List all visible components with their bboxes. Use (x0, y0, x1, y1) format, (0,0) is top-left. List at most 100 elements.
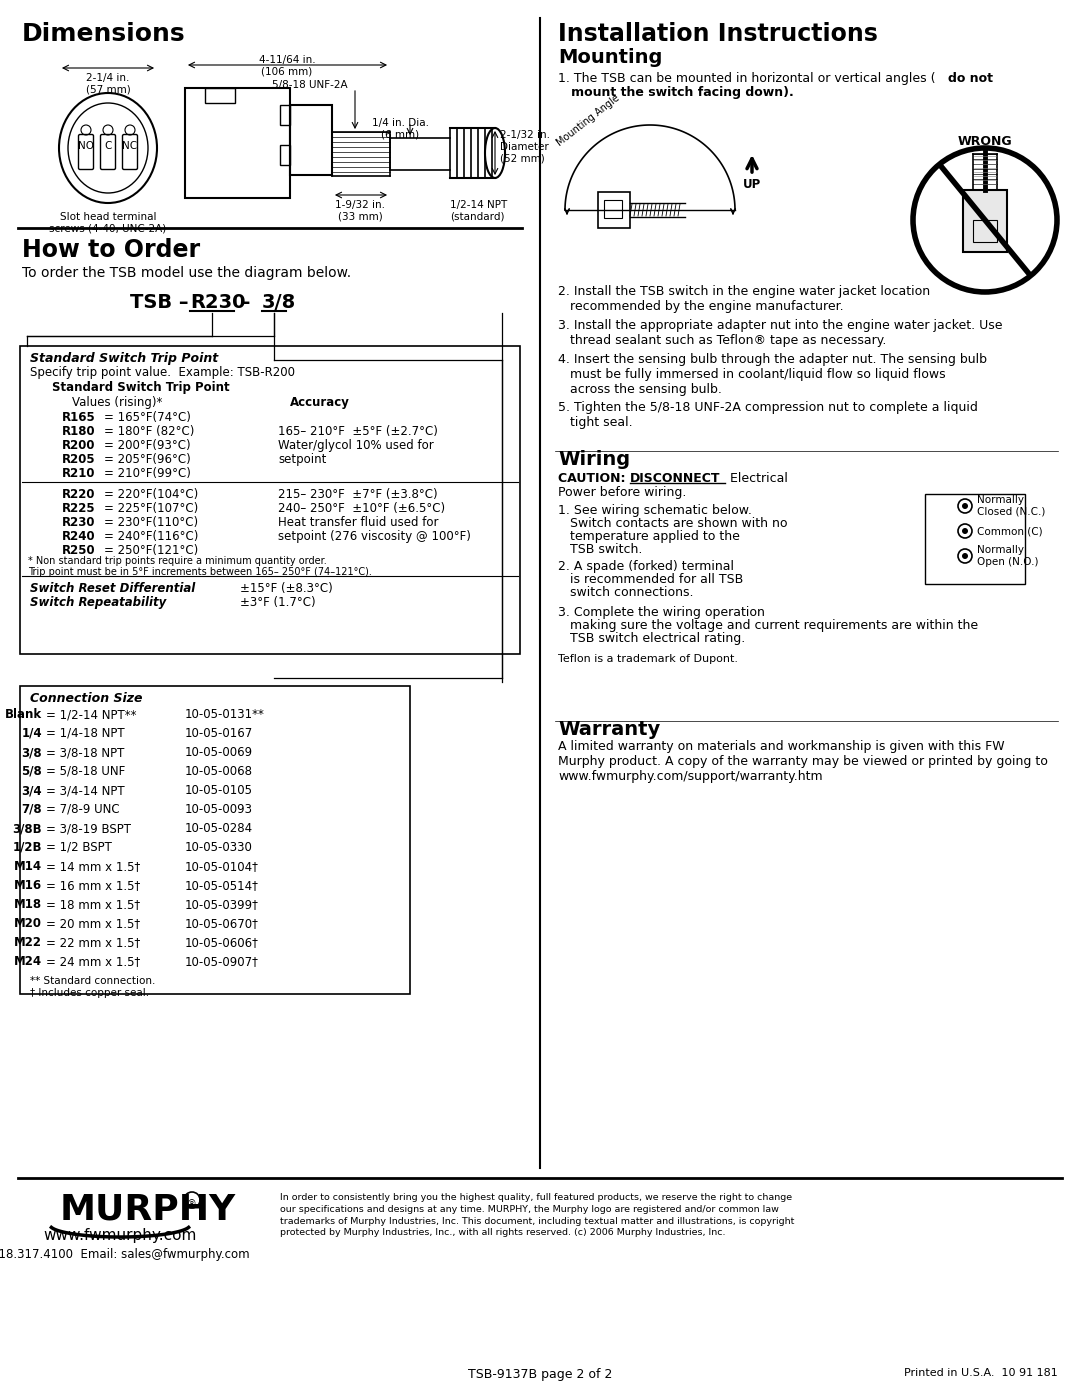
Text: 10-05-0104†: 10-05-0104† (185, 861, 259, 873)
Text: CAUTION:: CAUTION: (558, 472, 630, 485)
Text: 240– 250°F  ±10°F (±6.5°C): 240– 250°F ±10°F (±6.5°C) (278, 502, 445, 515)
Text: = 180°F (82°C): = 180°F (82°C) (104, 425, 194, 439)
Text: C: C (105, 141, 111, 151)
Text: 2-1/32 in.
Diameter
(52 mm): 2-1/32 in. Diameter (52 mm) (500, 130, 550, 163)
Text: In order to consistently bring you the highest quality, full featured products, : In order to consistently bring you the h… (280, 1193, 795, 1238)
Text: 215– 230°F  ±7°F (±3.8°C): 215– 230°F ±7°F (±3.8°C) (278, 488, 437, 502)
Text: TSB –: TSB – (130, 293, 195, 312)
Text: 4. Insert the sensing bulb through the adapter nut. The sensing bulb
   must be : 4. Insert the sensing bulb through the a… (558, 353, 987, 395)
Text: 1/2B: 1/2B (13, 841, 42, 854)
Text: 10-05-0105: 10-05-0105 (185, 784, 253, 798)
Text: 1/4: 1/4 (22, 726, 42, 740)
Text: 10-05-0284: 10-05-0284 (185, 821, 253, 835)
Text: UP: UP (743, 177, 761, 191)
Text: Printed in U.S.A.  10 91 181: Printed in U.S.A. 10 91 181 (904, 1368, 1058, 1377)
Text: = 3/8-18 NPT: = 3/8-18 NPT (46, 746, 124, 759)
Circle shape (962, 503, 968, 509)
Text: R240: R240 (62, 529, 96, 543)
Text: R220: R220 (62, 488, 95, 502)
Text: 10-05-0670†: 10-05-0670† (185, 916, 259, 930)
Text: Switch contacts are shown with no: Switch contacts are shown with no (570, 517, 787, 529)
Circle shape (958, 524, 972, 538)
Text: TSB switch electrical rating.: TSB switch electrical rating. (570, 631, 745, 645)
Text: Specify trip point value.  Example: TSB-R200: Specify trip point value. Example: TSB-R… (30, 366, 295, 379)
Text: 10-05-0606†: 10-05-0606† (185, 936, 259, 949)
Text: = 14 mm x 1.5†: = 14 mm x 1.5† (46, 861, 140, 873)
Text: 5. Tighten the 5/8-18 UNF-2A compression nut to complete a liquid
   tight seal.: 5. Tighten the 5/8-18 UNF-2A compression… (558, 401, 977, 429)
Text: = 7/8-9 UNC: = 7/8-9 UNC (46, 803, 120, 816)
Text: is recommended for all TSB: is recommended for all TSB (570, 573, 743, 585)
Text: 10-05-0399†: 10-05-0399† (185, 898, 259, 911)
Text: R225: R225 (62, 502, 96, 515)
Circle shape (962, 553, 968, 559)
Text: 1. The TSB can be mounted in horizontal or vertical angles (: 1. The TSB can be mounted in horizontal … (558, 73, 935, 85)
Text: R165: R165 (62, 411, 96, 425)
Text: 165– 210°F  ±5°F (±2.7°C): 165– 210°F ±5°F (±2.7°C) (278, 425, 437, 439)
Text: To order the TSB model use the diagram below.: To order the TSB model use the diagram b… (22, 265, 351, 279)
Text: = 16 mm x 1.5†: = 16 mm x 1.5† (46, 879, 140, 893)
Text: M22: M22 (14, 936, 42, 949)
Text: 1. See wiring schematic below.: 1. See wiring schematic below. (558, 504, 752, 517)
Text: 2. Install the TSB switch in the engine water jacket location
   recommended by : 2. Install the TSB switch in the engine … (558, 285, 930, 313)
Text: setpoint: setpoint (278, 453, 326, 467)
Text: = 230°F(110°C): = 230°F(110°C) (104, 515, 198, 529)
Circle shape (958, 499, 972, 513)
Bar (963, 190, 1007, 251)
Bar (604, 200, 622, 218)
Text: R250: R250 (62, 543, 96, 557)
Text: 3/4: 3/4 (22, 784, 42, 798)
Text: making sure the voltage and current requirements are within the: making sure the voltage and current requ… (570, 619, 978, 631)
Bar (21, 346, 519, 654)
Text: www.fwmurphy.com: www.fwmurphy.com (43, 1228, 197, 1243)
Text: Accuracy: Accuracy (291, 395, 350, 409)
Text: 10-05-0167: 10-05-0167 (185, 726, 253, 740)
Text: ±15°F (±8.3°C): ±15°F (±8.3°C) (240, 583, 333, 595)
Text: Electrical: Electrical (726, 472, 788, 485)
Text: = 3/4-14 NPT: = 3/4-14 NPT (46, 784, 124, 798)
Text: 10-05-0907†: 10-05-0907† (185, 956, 259, 968)
Text: M18: M18 (14, 898, 42, 911)
Text: Trip point must be in 5°F increments between 165– 250°F (74–121°C).: Trip point must be in 5°F increments bet… (28, 567, 372, 577)
Text: Common (C): Common (C) (977, 527, 1042, 536)
Text: NC: NC (122, 141, 137, 151)
Bar (598, 191, 630, 228)
Text: Power before wiring.: Power before wiring. (558, 486, 687, 499)
Text: 918.317.4100  Email: sales@fwmurphy.com: 918.317.4100 Email: sales@fwmurphy.com (0, 1248, 249, 1261)
Text: TSB-9137B page 2 of 2: TSB-9137B page 2 of 2 (468, 1368, 612, 1382)
Text: ®: ® (187, 1199, 197, 1208)
Circle shape (958, 549, 972, 563)
Text: = 1/4-18 NPT: = 1/4-18 NPT (46, 726, 124, 740)
Bar (973, 219, 997, 242)
Text: 10-05-0131**: 10-05-0131** (185, 708, 265, 721)
Text: Dimensions: Dimensions (22, 22, 186, 46)
Text: = 210°F(99°C): = 210°F(99°C) (104, 467, 191, 481)
Text: –: – (234, 293, 257, 312)
Text: R200: R200 (62, 439, 95, 453)
Bar (924, 495, 1025, 584)
Text: Water/glycol 10% used for: Water/glycol 10% used for (278, 439, 434, 453)
Text: R205: R205 (62, 453, 96, 467)
Text: Warranty: Warranty (558, 719, 660, 739)
Text: temperature applied to the: temperature applied to the (570, 529, 740, 543)
Text: Switch Reset Differential: Switch Reset Differential (30, 583, 195, 595)
Text: MURPHY: MURPHY (60, 1193, 237, 1227)
Bar (280, 145, 291, 165)
Text: = 165°F(74°C): = 165°F(74°C) (104, 411, 191, 425)
Text: 5/8: 5/8 (22, 766, 42, 778)
Text: Heat transfer fluid used for: Heat transfer fluid used for (278, 515, 438, 529)
Text: † Includes copper seal.: † Includes copper seal. (30, 988, 149, 997)
Text: R210: R210 (62, 467, 95, 481)
Text: M20: M20 (14, 916, 42, 930)
Text: = 250°F(121°C): = 250°F(121°C) (104, 543, 199, 557)
Text: 3. Complete the wiring operation: 3. Complete the wiring operation (558, 606, 765, 619)
Text: DISCONNECT: DISCONNECT (630, 472, 720, 485)
Text: 10-05-0093: 10-05-0093 (185, 803, 253, 816)
Text: 5/8-18 UNF-2A: 5/8-18 UNF-2A (272, 80, 348, 89)
Text: R230: R230 (190, 293, 245, 312)
Text: Normally
Open (N.O.): Normally Open (N.O.) (977, 545, 1039, 567)
Text: 4-11/64 in.
(106 mm): 4-11/64 in. (106 mm) (259, 54, 315, 77)
Circle shape (962, 528, 968, 534)
Text: = 1/2 BSPT: = 1/2 BSPT (46, 841, 112, 854)
Text: Values (rising)*: Values (rising)* (72, 395, 162, 409)
Text: 1-9/32 in.
(33 mm): 1-9/32 in. (33 mm) (335, 200, 384, 222)
